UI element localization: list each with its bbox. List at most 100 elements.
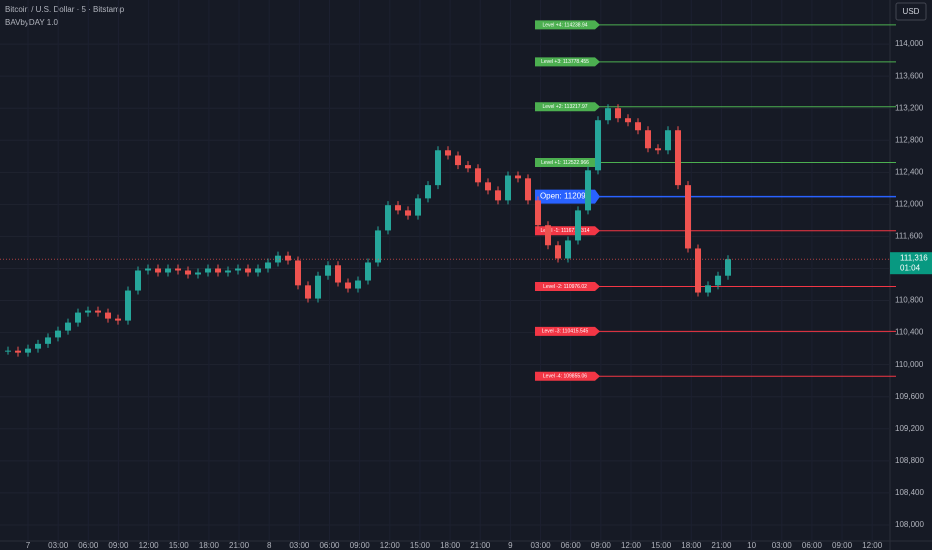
candle	[725, 259, 731, 276]
x-tick-label: 12:00	[862, 541, 883, 550]
x-tick-label: 09:00	[832, 541, 853, 550]
y-tick-label: 110,800	[895, 296, 924, 305]
candle	[265, 262, 271, 269]
candle	[205, 268, 211, 273]
candle	[345, 282, 351, 289]
candle	[395, 205, 401, 211]
candle	[85, 310, 91, 313]
candle	[515, 175, 521, 179]
y-tick-label: 113,600	[895, 71, 924, 80]
candle	[285, 255, 291, 261]
last-price-label: 111,316	[900, 253, 928, 262]
candle	[325, 265, 331, 276]
candle	[655, 148, 661, 151]
x-tick-label: 03:00	[48, 541, 69, 550]
candle	[675, 130, 681, 186]
candle	[95, 310, 101, 313]
level-label: Open: 112097	[540, 192, 591, 201]
y-tick-label: 110,000	[895, 360, 924, 369]
candle	[485, 182, 491, 191]
y-tick-label: 110,400	[895, 328, 924, 337]
candle	[145, 268, 151, 271]
y-tick-label: 109,600	[895, 392, 924, 401]
candle	[685, 185, 691, 249]
candle	[315, 275, 321, 299]
x-tick-label: 06:00	[319, 541, 340, 550]
x-tick-label: 12:00	[139, 541, 160, 550]
x-tick-label: 18:00	[440, 541, 461, 550]
level-tag	[535, 102, 600, 112]
candle	[465, 165, 471, 169]
x-tick-label: 15:00	[410, 541, 431, 550]
y-tick-label: 108,000	[895, 520, 924, 529]
candle	[135, 270, 141, 291]
indicator-name: BAVbyDAY 1.0	[5, 18, 58, 27]
x-tick-label: 8	[267, 541, 272, 550]
candle	[125, 290, 131, 321]
x-tick-label: 18:00	[199, 541, 220, 550]
candle	[375, 230, 381, 263]
candle	[445, 150, 451, 156]
x-tick-label: 06:00	[78, 541, 99, 550]
level-label: Level -4: 109855.06	[543, 374, 587, 380]
x-tick-label: 03:00	[289, 541, 310, 550]
candle	[15, 350, 21, 353]
candle	[705, 285, 711, 293]
candle	[355, 280, 361, 289]
candle	[405, 210, 411, 216]
candle	[5, 350, 11, 352]
x-tick-label: 03:00	[531, 541, 552, 550]
candle	[255, 268, 261, 273]
candle	[65, 322, 71, 331]
candle	[35, 343, 41, 349]
level-label: Level +1: 112522.966	[541, 160, 589, 166]
candle	[595, 120, 601, 171]
x-tick-label: 10	[747, 541, 756, 550]
x-tick-label: 21:00	[470, 541, 491, 550]
candle	[635, 122, 641, 131]
x-tick-label: 9	[508, 541, 513, 550]
candle	[335, 265, 341, 283]
y-tick-label: 112,800	[895, 135, 924, 144]
candle	[565, 240, 571, 259]
currency-label[interactable]: USD	[903, 7, 920, 16]
level-tag	[535, 20, 600, 30]
y-tick-label: 112,000	[895, 199, 924, 208]
candle	[535, 200, 541, 226]
x-tick-label: 7	[26, 541, 31, 550]
level-label: Level -3: 110415.545	[542, 329, 589, 335]
x-tick-label: 15:00	[169, 541, 190, 550]
level-label: Level -1: 111671.0314	[540, 228, 589, 234]
candle	[75, 312, 81, 323]
candle	[235, 268, 241, 271]
candle	[385, 205, 391, 231]
candle	[715, 275, 721, 286]
candle	[605, 108, 611, 121]
level-tag	[535, 226, 600, 236]
candle	[625, 118, 631, 123]
candle	[305, 285, 311, 299]
level-label: Level -2: 110976.02	[543, 284, 587, 290]
candle	[525, 178, 531, 201]
candle	[245, 268, 251, 273]
currency-button[interactable]	[895, 2, 927, 21]
level-tag	[535, 189, 600, 204]
candle	[105, 312, 111, 319]
candle	[435, 150, 441, 186]
x-tick-label: 06:00	[802, 541, 823, 550]
last-price-badge	[890, 252, 932, 275]
candle	[185, 270, 191, 275]
candle	[615, 108, 621, 119]
x-tick-label: 21:00	[229, 541, 250, 550]
candle	[555, 245, 561, 259]
level-tag	[535, 281, 600, 291]
candle	[475, 168, 481, 183]
candle	[165, 268, 171, 273]
level-label: Level +3: 113778.455	[541, 59, 589, 65]
level-tag	[535, 57, 600, 67]
candle	[365, 262, 371, 281]
chart-title: Bitcoin / U.S. Dollar · 5 · Bitstamp	[5, 5, 125, 14]
candle	[415, 198, 421, 216]
candle	[425, 185, 431, 199]
